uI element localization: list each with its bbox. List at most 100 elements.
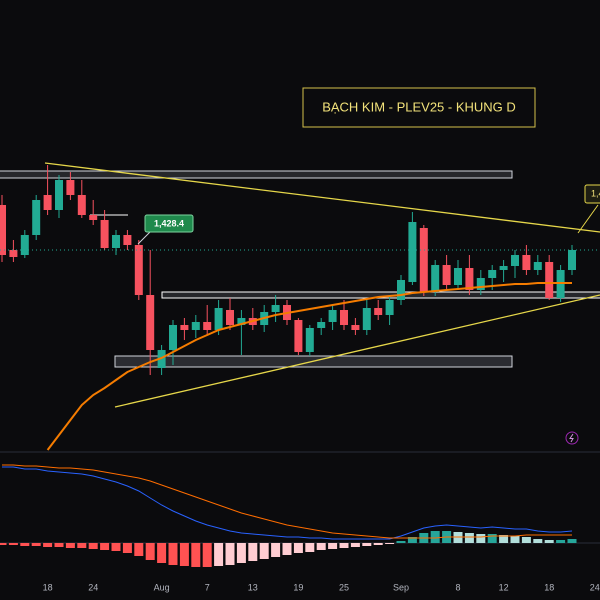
macd-histogram-bar — [339, 543, 349, 548]
candle-body — [545, 262, 554, 298]
right-label-box — [584, 184, 600, 204]
macd-histogram-bar — [407, 537, 417, 543]
candle-body — [351, 325, 360, 330]
macd-histogram-bar — [145, 543, 155, 560]
macd-histogram-bar — [20, 543, 30, 546]
macd-histogram-bar — [430, 531, 440, 543]
right-label: 1,4 — [591, 188, 600, 198]
candle-body — [32, 200, 41, 235]
macd-histogram-bar — [0, 543, 7, 545]
macd-histogram-bar — [259, 543, 269, 559]
macd-histogram-bar — [499, 535, 509, 543]
macd-histogram-bar — [533, 539, 543, 543]
candle-body — [294, 320, 303, 352]
candle-body — [112, 235, 120, 248]
candle-body — [180, 325, 189, 330]
trend-line — [44, 162, 600, 233]
x-tick-label: 8 — [455, 582, 460, 592]
candle-body — [328, 310, 337, 322]
signal-line — [2, 464, 572, 539]
candle-body — [419, 228, 428, 292]
macd-histogram-bar — [43, 543, 53, 547]
x-tick-label: Sep — [393, 582, 409, 592]
macd-histogram-bar — [236, 543, 246, 563]
candle-body — [374, 308, 383, 315]
macd-histogram-bar — [521, 537, 531, 543]
candle-body — [397, 280, 405, 300]
macd-line — [2, 466, 573, 540]
candle-body — [431, 265, 440, 292]
x-tick-label: 12 — [499, 582, 509, 592]
candle-body — [214, 308, 223, 330]
macd-histogram-bar — [54, 543, 64, 547]
macd-histogram-bar — [248, 543, 258, 561]
label-arrow — [577, 204, 599, 234]
candle-body — [226, 310, 234, 325]
candle-body — [533, 262, 542, 270]
macd-histogram-bar — [100, 543, 110, 550]
macd-histogram-bar — [88, 543, 98, 549]
candle-body — [385, 300, 394, 315]
alert-icon — [569, 433, 574, 443]
candle-body — [237, 318, 246, 325]
candle-body — [89, 215, 98, 220]
macd-histogram-bar — [396, 541, 406, 543]
candle-body — [454, 268, 462, 285]
plot: 18 24 Aug 7 13 19 25 Sep 8 12 18 24 — [0, 165, 600, 592]
macd-histogram-bar — [168, 543, 178, 565]
macd-histogram-bar — [65, 543, 75, 548]
candle-body — [77, 195, 86, 215]
candle-body — [511, 255, 519, 266]
candle-body — [169, 325, 177, 350]
macd-histogram-bar — [191, 543, 201, 567]
macd-histogram-bar — [111, 543, 121, 551]
macd-histogram-bar — [305, 543, 315, 552]
macd-histogram-bar — [544, 540, 554, 543]
macd-histogram-bar — [293, 543, 303, 553]
candle-body — [20, 235, 29, 255]
alert-icon — [565, 431, 579, 445]
macd-histogram-bar — [271, 543, 281, 557]
candle-body — [442, 265, 451, 285]
candle-body — [476, 278, 485, 290]
x-tick-label: 25 — [339, 582, 349, 592]
macd-histogram-bar — [179, 543, 189, 566]
candle-body — [43, 195, 52, 210]
candle-body — [271, 305, 280, 312]
macd-histogram-bar — [385, 543, 395, 544]
candle-body — [340, 310, 348, 325]
macd-histogram-bar — [282, 543, 292, 555]
candle-body — [522, 255, 531, 270]
title-box — [302, 87, 536, 128]
x-tick-label: 18 — [544, 582, 554, 592]
macd-histogram-bar — [487, 534, 497, 543]
label-arrow — [137, 231, 151, 245]
candle-body — [55, 180, 63, 210]
zone-box — [0, 170, 513, 179]
candle-body — [362, 308, 371, 330]
candle-body — [66, 180, 75, 195]
price-label-box — [144, 214, 194, 233]
candle-body — [499, 266, 508, 270]
candle-body — [488, 270, 497, 278]
chart-title: BẠCH KIM - PLEV25 - KHUNG D — [322, 99, 516, 114]
x-tick-label: 24 — [590, 582, 600, 592]
x-tick-label: 7 — [205, 582, 210, 592]
macd-histogram-bar — [225, 543, 235, 565]
price-label: 1,428.4 — [154, 218, 184, 228]
candle-body — [134, 245, 143, 295]
trend-line — [114, 294, 600, 408]
x-tick-label: 19 — [293, 582, 303, 592]
macd-histogram-bar — [556, 540, 566, 543]
candle-body — [568, 250, 576, 270]
macd-histogram-bar — [214, 543, 224, 566]
x-tick-label: 24 — [88, 582, 98, 592]
macd-histogram-bar — [350, 543, 360, 547]
zone-box — [161, 291, 600, 299]
macd-histogram-bar — [77, 543, 87, 548]
macd-histogram-bar — [362, 543, 372, 546]
macd-histogram-bar — [510, 536, 520, 543]
x-tick-label: Aug — [154, 582, 170, 592]
candle-body — [123, 235, 132, 245]
